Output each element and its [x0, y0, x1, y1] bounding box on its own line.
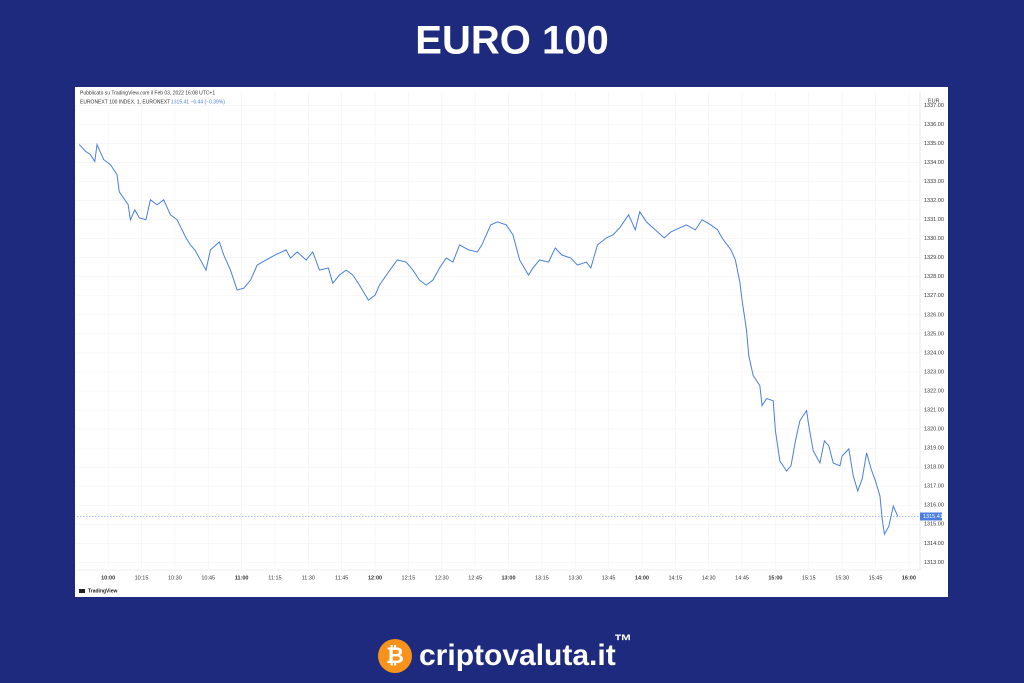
y-tick-label: 1326.00 — [924, 312, 944, 318]
brand-logo-glyph: ₿ — [386, 643, 404, 668]
y-tick-label: 1335.00 — [924, 141, 944, 147]
y-tick-label: 1329.00 — [924, 255, 944, 261]
y-tick-label: 1324.00 — [924, 350, 944, 356]
x-tick-label: 15:15 — [802, 575, 816, 581]
y-tick-label: 1331.00 — [924, 217, 944, 223]
x-tick-label: 13:15 — [535, 575, 549, 581]
y-tick-label: 1321.00 — [924, 407, 944, 413]
x-tick-label: 12:15 — [402, 575, 416, 581]
x-tick-label: 10:45 — [201, 575, 215, 581]
x-tick-label: 15:30 — [835, 575, 849, 581]
published-note: Pubblicato su TradingView.com il Feb 03,… — [80, 90, 215, 96]
y-tick-label: 1330.00 — [924, 236, 944, 242]
chart-panel — [75, 87, 948, 597]
y-tick-label: 1316.00 — [924, 503, 944, 509]
trademark: ™ — [614, 631, 632, 651]
y-tick-label: 1323.00 — [924, 369, 944, 375]
price-line — [78, 142, 899, 536]
y-tick-label: 1315.00 — [924, 522, 944, 528]
quote: 1315.41 −6.44 (−0.39%) — [171, 99, 225, 105]
watermark-icon — [79, 589, 85, 593]
x-tick-label: 16:00 — [902, 575, 916, 581]
x-tick-label: 13:45 — [602, 575, 616, 581]
x-tick-label: 13:00 — [501, 575, 515, 581]
y-tick-label: 1336.00 — [924, 122, 944, 128]
currency: EUR — [928, 98, 940, 104]
y-tick-label: 1337.00 — [924, 103, 944, 109]
y-tick-label: 1333.00 — [924, 179, 944, 185]
x-tick-label: 11:15 — [268, 575, 281, 581]
x-tick-label: 12:45 — [468, 575, 482, 581]
y-tick-label: 1320.00 — [924, 427, 944, 433]
y-tick-label: 1327.00 — [924, 293, 944, 299]
y-tick-label: 1332.00 — [924, 198, 944, 204]
x-tick-label: 14:15 — [668, 575, 682, 581]
brand-logo — [378, 639, 412, 673]
y-tick-label: 1313.00 — [924, 560, 944, 566]
last-price-badge — [920, 512, 942, 521]
y-tick-label: 1318.00 — [924, 465, 944, 471]
y-tick-label: 1328.00 — [924, 274, 944, 280]
page-title: EURO 100 — [415, 19, 608, 63]
x-tick-label: 14:30 — [702, 575, 716, 581]
watermark: TradingView — [88, 588, 117, 594]
x-tick-label: 12:30 — [435, 575, 449, 581]
x-tick-label: 12:00 — [368, 575, 382, 581]
symbol: EURONEXT 100 INDEX, 1, EURONEXT — [80, 99, 170, 105]
x-tick-label: 10:15 — [135, 575, 149, 581]
brand-name: criptovaluta.it — [419, 639, 616, 672]
y-tick-label: 1334.00 — [924, 160, 944, 166]
x-tick-label: 11:45 — [335, 575, 348, 581]
x-tick-label: 13:30 — [568, 575, 582, 581]
x-tick-label: 14:45 — [735, 575, 749, 581]
y-tick-label: 1325.00 — [924, 331, 944, 337]
x-tick-label: 11:00 — [235, 575, 249, 581]
y-tick-label: 1319.00 — [924, 446, 944, 452]
y-tick-label: 1317.00 — [924, 484, 944, 490]
last-price-label: 1315.41 — [923, 514, 943, 520]
x-tick-label: 10:00 — [101, 575, 115, 581]
y-tick-label: 1314.00 — [924, 541, 944, 547]
x-tick-label: 14:00 — [635, 575, 649, 581]
x-tick-label: 15:45 — [869, 575, 883, 581]
x-tick-label: 11:30 — [302, 575, 315, 581]
x-tick-label: 10:30 — [168, 575, 182, 581]
y-tick-label: 1322.00 — [924, 388, 944, 394]
x-tick-label: 15:00 — [768, 575, 782, 581]
